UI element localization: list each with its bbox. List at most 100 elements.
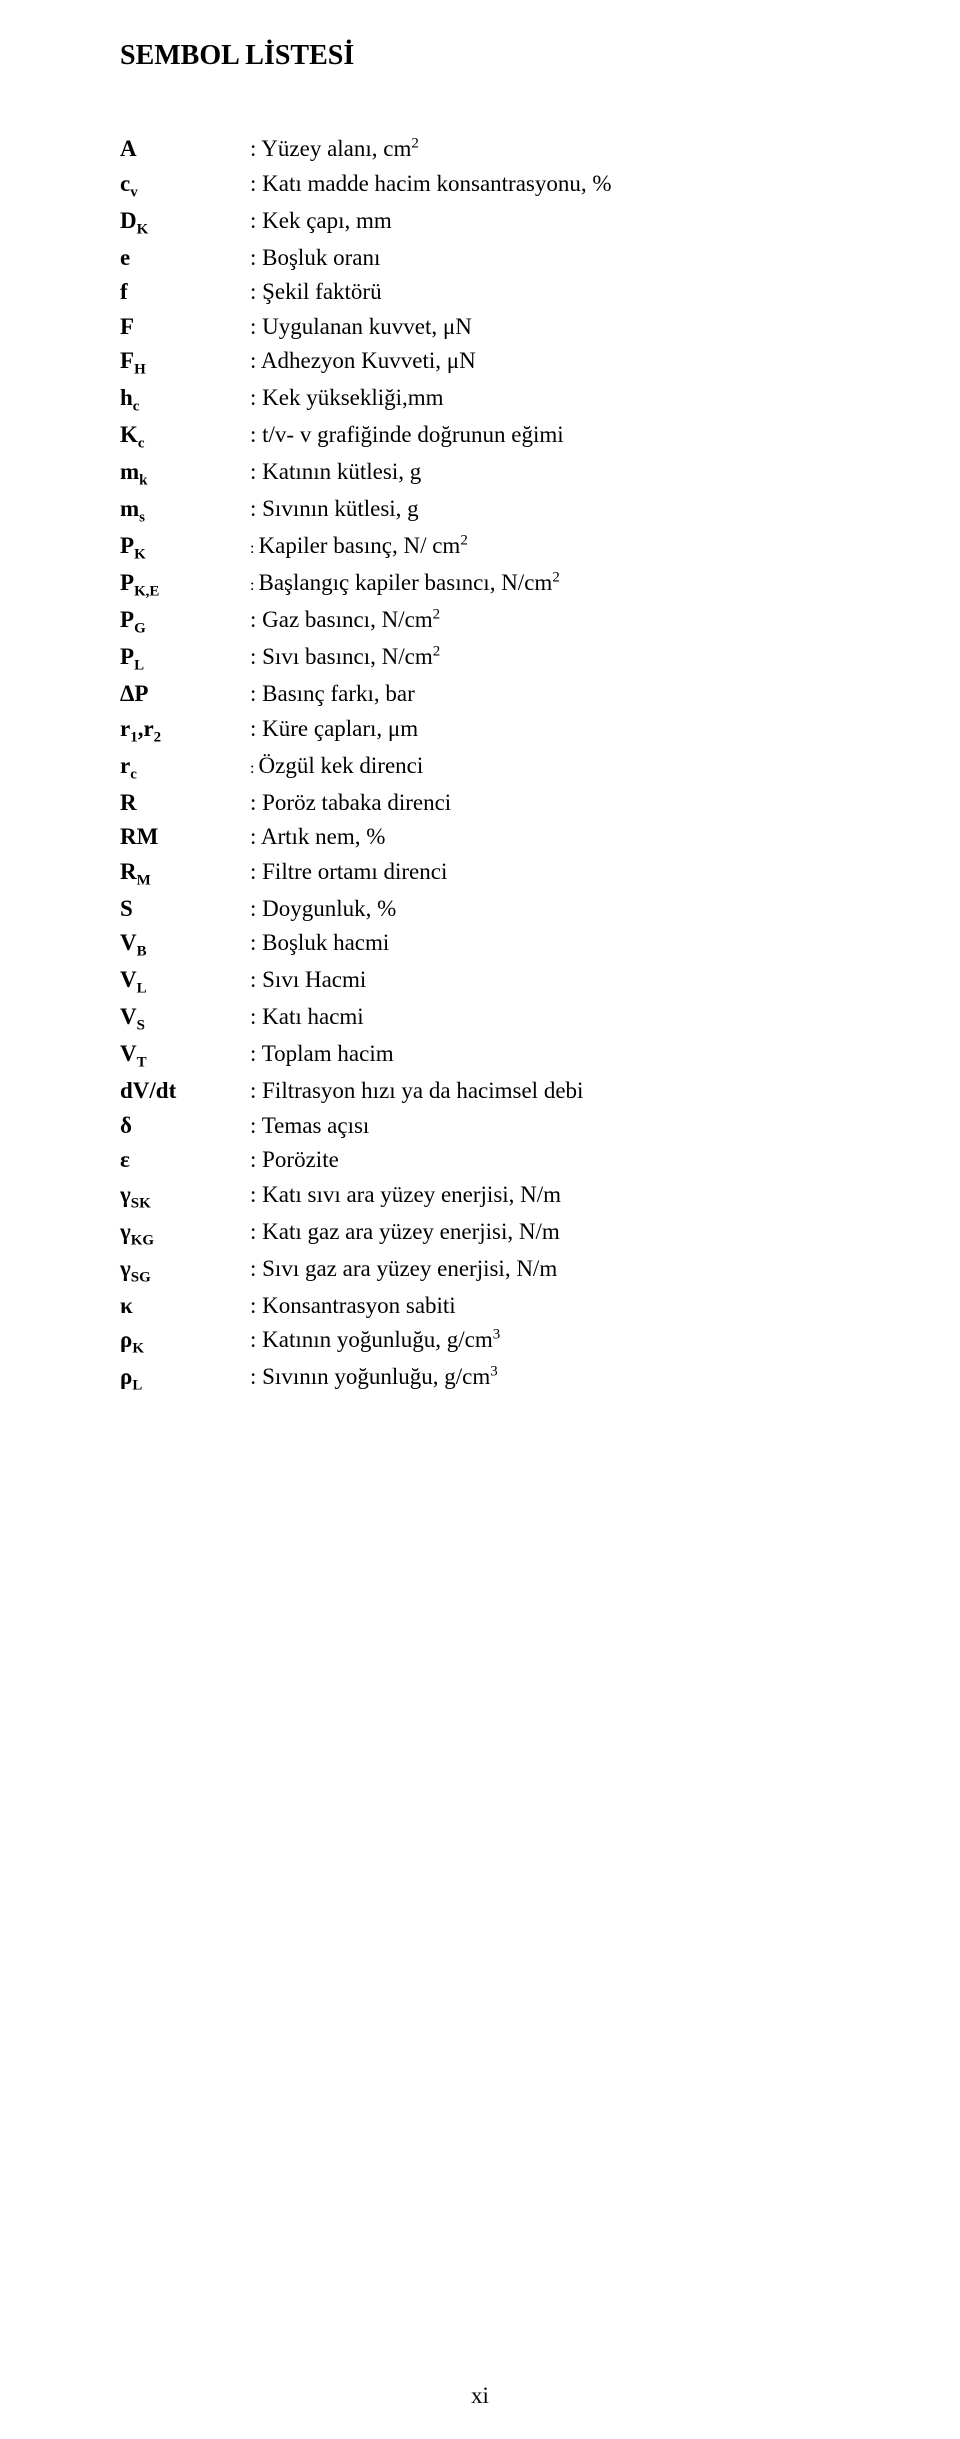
- symbol-row: r1,r2: Küre çapları, μm: [120, 712, 880, 749]
- symbol-row: VL: Sıvı Hacmi: [120, 963, 880, 1000]
- symbol-row: mk: Katının kütlesi, g: [120, 455, 880, 492]
- description-cell: : Boşluk hacmi: [250, 926, 880, 961]
- symbol-cell: δ: [120, 1109, 250, 1144]
- description-cell: : Boşluk oranı: [250, 241, 880, 276]
- symbol-row: DK: Kek çapı, mm: [120, 204, 880, 241]
- description-cell: : Sıvı Hacmi: [250, 963, 880, 998]
- symbol-cell: S: [120, 892, 250, 927]
- symbol-row: ms: Sıvının kütlesi, g: [120, 492, 880, 529]
- symbol-row: κ: Konsantrasyon sabiti: [120, 1289, 880, 1324]
- page-title: SEMBOL LİSTESİ: [120, 40, 880, 72]
- description-cell: : Adhezyon Kuvveti, μN: [250, 344, 880, 379]
- page-number: xi: [471, 2383, 489, 2409]
- symbol-cell: FH: [120, 344, 250, 381]
- description-cell: : Kek yüksekliği,mm: [250, 381, 880, 416]
- description-cell: : Uygulanan kuvvet, μN: [250, 310, 880, 345]
- symbol-row: PL: Sıvı basıncı, N/cm2: [120, 640, 880, 677]
- symbol-row: ρK: Katının yoğunluğu, g/cm3: [120, 1323, 880, 1360]
- symbol-cell: Kc: [120, 418, 250, 455]
- symbol-row: PK,E: Başlangıç kapiler basıncı, N/cm2: [120, 566, 880, 603]
- description-cell: : Toplam hacim: [250, 1037, 880, 1072]
- symbol-row: rc: Özgül kek direnci: [120, 749, 880, 786]
- symbol-cell: cv: [120, 167, 250, 204]
- symbol-row: dV/dt: Filtrasyon hızı ya da hacimsel de…: [120, 1074, 880, 1109]
- symbol-cell: ρL: [120, 1360, 250, 1397]
- description-cell: : Başlangıç kapiler basıncı, N/cm2: [250, 566, 880, 601]
- symbol-cell: A: [120, 132, 250, 167]
- symbol-row: VS: Katı hacmi: [120, 1000, 880, 1037]
- symbol-cell: VL: [120, 963, 250, 1000]
- description-cell: : Poröz tabaka direnci: [250, 786, 880, 821]
- symbol-cell: PK: [120, 529, 250, 566]
- symbol-row: Kc: t/v- v grafiğinde doğrunun eğimi: [120, 418, 880, 455]
- description-cell: : Temas açısı: [250, 1109, 880, 1144]
- symbol-row: PG: Gaz basıncı, N/cm2: [120, 603, 880, 640]
- symbol-cell: R: [120, 786, 250, 821]
- symbol-row: δ: Temas açısı: [120, 1109, 880, 1144]
- description-cell: : Katının yoğunluğu, g/cm3: [250, 1323, 880, 1358]
- symbol-row: ε: Porözite: [120, 1143, 880, 1178]
- symbol-cell: VS: [120, 1000, 250, 1037]
- symbol-row: FH: Adhezyon Kuvveti, μN: [120, 344, 880, 381]
- symbol-cell: PG: [120, 603, 250, 640]
- symbol-row: VB: Boşluk hacmi: [120, 926, 880, 963]
- description-cell: : Katı hacmi: [250, 1000, 880, 1035]
- description-cell: : Sıvı basıncı, N/cm2: [250, 640, 880, 675]
- symbol-row: γKG: Katı gaz ara yüzey enerjisi, N/m: [120, 1215, 880, 1252]
- symbol-row: cv: Katı madde hacim konsantrasyonu, %: [120, 167, 880, 204]
- description-cell: : Filtre ortamı direnci: [250, 855, 880, 890]
- description-cell: : Artık nem, %: [250, 820, 880, 855]
- description-cell: : Sıvı gaz ara yüzey enerjisi, N/m: [250, 1252, 880, 1287]
- symbol-row: PK: Kapiler basınç, N/ cm2: [120, 529, 880, 566]
- symbol-row: S: Doygunluk, %: [120, 892, 880, 927]
- description-cell: : Yüzey alanı, cm2: [250, 132, 880, 167]
- description-cell: : Katının kütlesi, g: [250, 455, 880, 490]
- symbol-cell: κ: [120, 1289, 250, 1324]
- symbol-row: VT: Toplam hacim: [120, 1037, 880, 1074]
- symbol-cell: γKG: [120, 1215, 250, 1252]
- symbol-cell: VB: [120, 926, 250, 963]
- symbol-list: A: Yüzey alanı, cm2cv: Katı madde hacim …: [120, 132, 880, 1397]
- symbol-row: ρL: Sıvının yoğunluğu, g/cm3: [120, 1360, 880, 1397]
- symbol-row: ΔP: Basınç farkı, bar: [120, 677, 880, 712]
- description-cell: : Basınç farkı, bar: [250, 677, 880, 712]
- symbol-row: A: Yüzey alanı, cm2: [120, 132, 880, 167]
- symbol-cell: ρK: [120, 1323, 250, 1360]
- description-cell: : Kapiler basınç, N/ cm2: [250, 529, 880, 564]
- symbol-row: RM: Artık nem, %: [120, 820, 880, 855]
- symbol-cell: F: [120, 310, 250, 345]
- description-cell: : Katı madde hacim konsantrasyonu, %: [250, 167, 880, 202]
- description-cell: : Sıvının yoğunluğu, g/cm3: [250, 1360, 880, 1395]
- symbol-row: F: Uygulanan kuvvet, μN: [120, 310, 880, 345]
- symbol-cell: RM: [120, 820, 250, 855]
- description-cell: : Doygunluk, %: [250, 892, 880, 927]
- symbol-cell: r1,r2: [120, 712, 250, 749]
- description-cell: : Özgül kek direnci: [250, 749, 880, 784]
- symbol-cell: e: [120, 241, 250, 276]
- symbol-cell: ε: [120, 1143, 250, 1178]
- description-cell: : Küre çapları, μm: [250, 712, 880, 747]
- symbol-cell: PK,E: [120, 566, 250, 603]
- symbol-cell: PL: [120, 640, 250, 677]
- symbol-cell: f: [120, 275, 250, 310]
- description-cell: : Konsantrasyon sabiti: [250, 1289, 880, 1324]
- description-cell: : Katı gaz ara yüzey enerjisi, N/m: [250, 1215, 880, 1250]
- symbol-row: e: Boşluk oranı: [120, 241, 880, 276]
- description-cell: : Filtrasyon hızı ya da hacimsel debi: [250, 1074, 880, 1109]
- symbol-cell: ms: [120, 492, 250, 529]
- symbol-cell: hc: [120, 381, 250, 418]
- symbol-cell: ΔP: [120, 677, 250, 712]
- description-cell: : t/v- v grafiğinde doğrunun eğimi: [250, 418, 880, 453]
- symbol-row: R: Poröz tabaka direnci: [120, 786, 880, 821]
- description-cell: : Sıvının kütlesi, g: [250, 492, 880, 527]
- symbol-row: γSG: Sıvı gaz ara yüzey enerjisi, N/m: [120, 1252, 880, 1289]
- symbol-cell: VT: [120, 1037, 250, 1074]
- description-cell: : Porözite: [250, 1143, 880, 1178]
- symbol-cell: γSK: [120, 1178, 250, 1215]
- symbol-row: γSK: Katı sıvı ara yüzey enerjisi, N/m: [120, 1178, 880, 1215]
- symbol-cell: rc: [120, 749, 250, 786]
- description-cell: : Katı sıvı ara yüzey enerjisi, N/m: [250, 1178, 880, 1213]
- description-cell: : Gaz basıncı, N/cm2: [250, 603, 880, 638]
- symbol-cell: γSG: [120, 1252, 250, 1289]
- symbol-row: f: Şekil faktörü: [120, 275, 880, 310]
